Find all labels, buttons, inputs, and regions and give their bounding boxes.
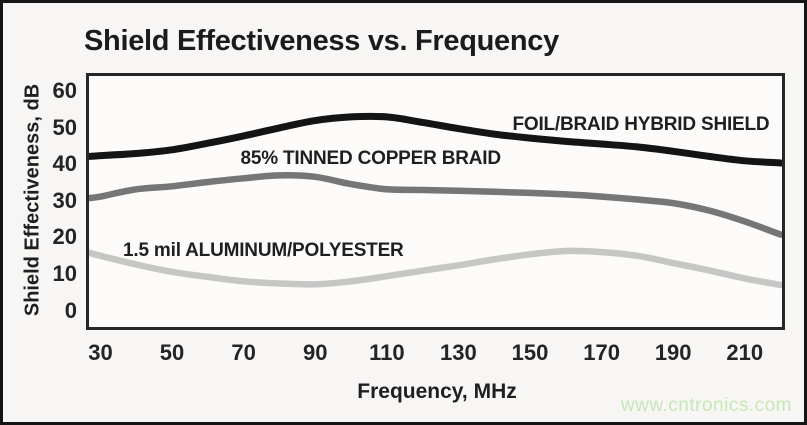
x-tick-label: 70 xyxy=(231,340,256,365)
x-tick-label: 110 xyxy=(369,340,405,365)
series-label-0: FOIL/BRAID HYBRID SHIELD xyxy=(512,113,770,135)
y-tick-label: 60 xyxy=(52,78,77,104)
y-tick-label: 40 xyxy=(52,151,77,177)
series-line-2 xyxy=(89,247,782,289)
series-label-1: 85% TINNED COPPER BRAID xyxy=(240,147,502,169)
x-tick-label: 30 xyxy=(88,340,113,365)
y-tick-label: 20 xyxy=(52,224,77,250)
series-line-0 xyxy=(89,112,782,167)
y-tick-label: 50 xyxy=(52,114,77,140)
x-tick-label: 90 xyxy=(302,340,328,365)
chart-title: Shield Effectiveness vs. Frequency xyxy=(84,25,559,57)
x-tick-label: 190 xyxy=(654,340,692,365)
x-tick-label: 150 xyxy=(511,340,549,365)
y-tick-label: 0 xyxy=(64,297,77,323)
x-tick-label: 130 xyxy=(440,340,477,365)
x-tick-label: 210 xyxy=(726,340,764,365)
y-tick-label: 30 xyxy=(52,187,77,213)
line-chart-canvas xyxy=(89,112,782,289)
x-tick-label: 170 xyxy=(583,340,620,365)
plot-area: FOIL/BRAID HYBRID SHIELD 85% TINNED COPPE… xyxy=(86,73,785,330)
watermark: www.cntronics.com xyxy=(620,395,792,416)
x-axis-label: Frequency, MHz xyxy=(357,380,517,403)
series-line-1 xyxy=(89,172,782,238)
series-label-2: 1.5 mil ALUMINUM/POLYESTER xyxy=(123,240,404,262)
y-tick-label: 10 xyxy=(52,261,77,287)
x-tick-label: 50 xyxy=(159,340,185,365)
